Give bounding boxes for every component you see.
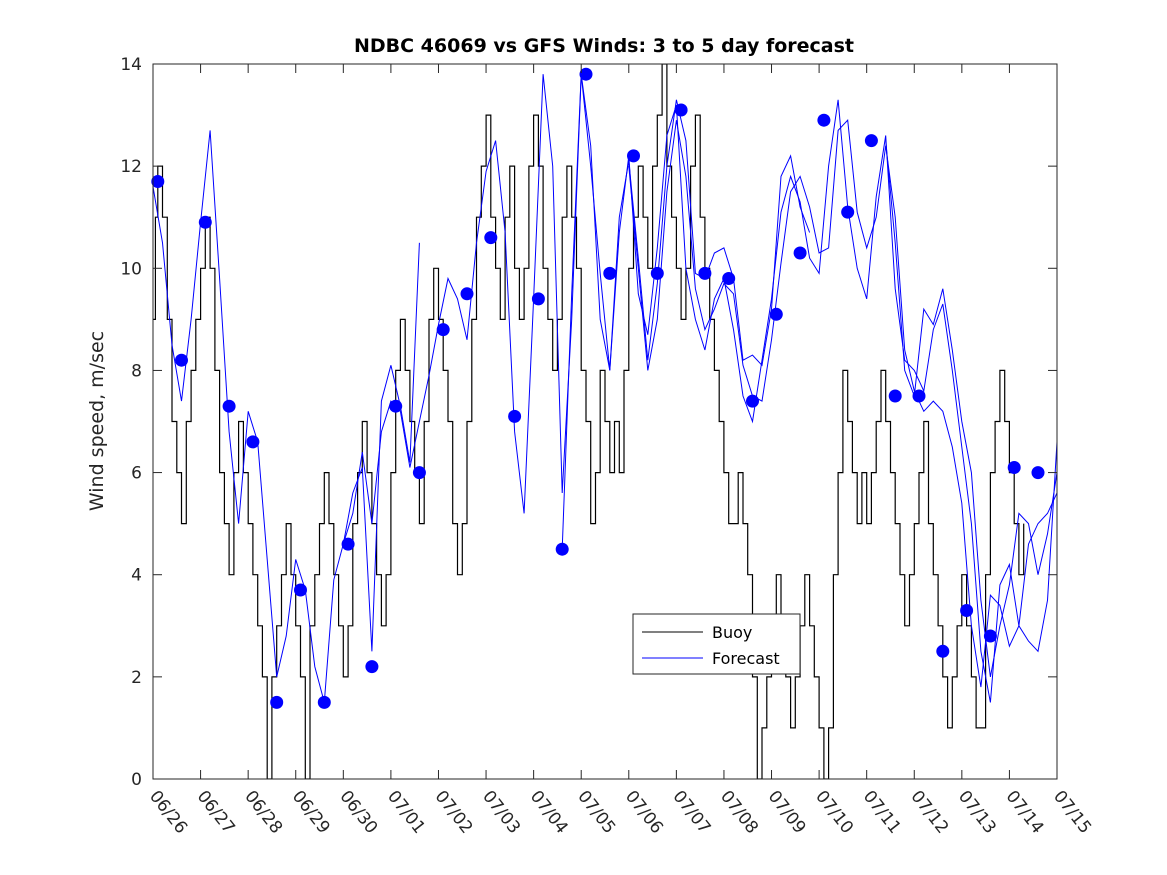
axes-box xyxy=(152,63,1058,780)
forecast-marker xyxy=(960,604,974,617)
forecast-marker xyxy=(603,266,617,280)
forecast-marker xyxy=(746,394,759,408)
forecast-marker xyxy=(412,466,426,480)
forecast-marker xyxy=(674,103,688,117)
forecast-marker xyxy=(650,266,664,280)
forecast-marker xyxy=(508,409,522,423)
forecast-marker xyxy=(555,542,569,556)
forecast-marker xyxy=(817,113,831,127)
buoy-series-line xyxy=(153,64,1025,779)
forecast-marker xyxy=(722,272,736,285)
y-tick-label: 4 xyxy=(131,566,142,586)
y-tick-label: 10 xyxy=(120,259,142,279)
legend-buoy-label: Buoy xyxy=(712,623,752,642)
forecast-marker xyxy=(864,134,878,148)
forecast-marker xyxy=(460,287,474,301)
forecast-marker xyxy=(389,399,403,413)
forecast-marker xyxy=(579,67,593,81)
y-tick-label: 14 xyxy=(120,55,142,75)
forecast-marker xyxy=(936,644,950,658)
forecast-marker xyxy=(983,629,997,643)
forecast-run-line-1 xyxy=(153,130,420,703)
forecast-marker xyxy=(317,695,331,709)
forecast-marker xyxy=(888,389,902,403)
y-tick-label: 0 xyxy=(131,770,142,790)
forecast-marker xyxy=(246,435,260,449)
chart-title: NDBC 46069 vs GFS Winds: 3 to 5 day fore… xyxy=(354,35,854,57)
forecast-marker xyxy=(793,246,807,260)
y-tick-label: 2 xyxy=(131,668,142,688)
forecast-run-line-3 xyxy=(561,74,1057,703)
forecast-marker xyxy=(270,695,284,709)
forecast-marker xyxy=(365,660,379,674)
forecast-marker xyxy=(1031,466,1045,480)
forecast-marker xyxy=(436,323,450,337)
forecast-marker xyxy=(341,537,355,551)
y-axis-label: Wind speed, m/sec xyxy=(86,331,108,511)
forecast-marker xyxy=(841,205,855,219)
forecast-marker xyxy=(1007,461,1021,474)
forecast-marker xyxy=(698,266,712,280)
forecast-marker xyxy=(222,399,236,413)
forecast-marker xyxy=(198,215,212,229)
forecast-marker xyxy=(912,389,926,403)
forecast-marker xyxy=(151,175,165,188)
forecast-marker xyxy=(531,292,545,306)
y-tick-label: 8 xyxy=(131,361,142,381)
forecast-marker xyxy=(769,307,783,321)
legend-box xyxy=(632,613,801,675)
legend-forecast-label: Forecast xyxy=(712,649,780,668)
forecast-marker xyxy=(627,149,640,163)
forecast-marker xyxy=(294,583,307,597)
y-tick-label: 12 xyxy=(120,157,142,177)
legend: Buoy Forecast xyxy=(632,613,801,675)
forecast-marker xyxy=(484,231,498,245)
y-tick-label: 6 xyxy=(131,464,142,484)
forecast-marker xyxy=(175,353,188,367)
